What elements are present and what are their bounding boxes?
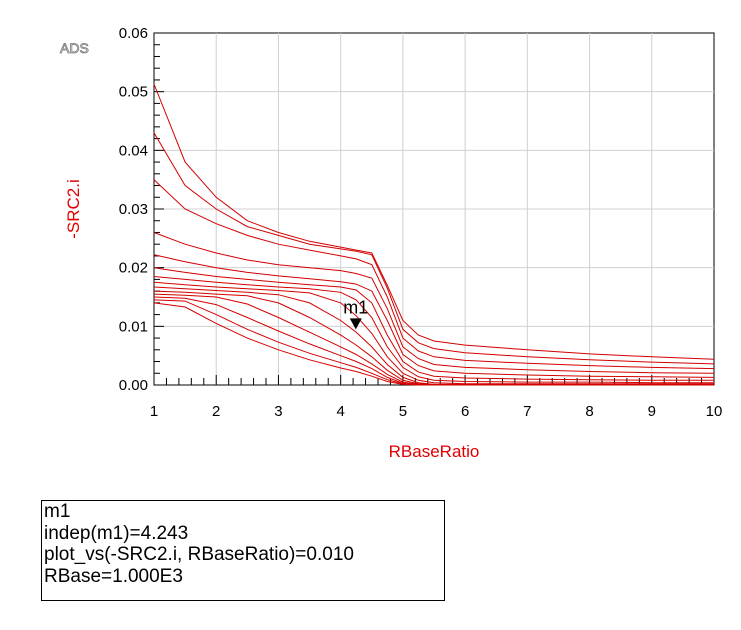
data-series	[153, 83, 715, 386]
marker-triangle-icon[interactable]	[349, 318, 362, 330]
gridlines	[154, 33, 714, 385]
series-line-2	[153, 132, 715, 365]
y-tick-label: 0.03	[119, 201, 148, 218]
series-line-7	[153, 276, 714, 384]
y-tick-label: 0.01	[119, 318, 148, 335]
series-line-14	[153, 302, 714, 386]
y-tick-label: 0.00	[119, 377, 148, 394]
series-line-3	[153, 179, 715, 370]
marker-label: m1	[343, 297, 368, 317]
series-line-4	[153, 232, 715, 374]
marker-readout-indep: indep(m1)=4.243	[44, 522, 189, 544]
marker-readout-name: m1	[44, 501, 71, 522]
series-line-9	[153, 286, 714, 385]
y-tick-label: 0.04	[119, 142, 148, 159]
x-tick-label: 8	[585, 403, 593, 420]
marker-readout-rbase: RBase=1.000E3	[44, 565, 183, 587]
x-tick-label: 3	[274, 403, 282, 420]
marker-readout-box: m1 indep(m1)=4.243 plot_vs(-SRC2.i, RBas…	[41, 500, 445, 601]
series-line-6	[153, 267, 714, 381]
marker-m1[interactable]: m1	[343, 297, 368, 330]
ads-watermark: ADS	[60, 40, 89, 56]
x-tick-labels: 1 2 3 4 5 6 7 8 9 10	[150, 403, 723, 420]
y-tick-label: 0.02	[119, 260, 148, 277]
x-tick-label: 5	[399, 403, 407, 420]
marker-readout-value: plot_vs(-SRC2.i, RBaseRatio)=0.010	[44, 544, 354, 565]
x-tick-label: 7	[523, 403, 531, 420]
x-tick-label: 10	[706, 403, 723, 420]
y-tick-labels: 0.00 0.01 0.02 0.03 0.04 0.05 0.06	[119, 25, 148, 394]
x-tick-label: 2	[212, 403, 220, 420]
x-tick-label: 6	[461, 403, 469, 420]
x-tick-label: 1	[150, 403, 158, 420]
line-chart: ADS 1 2 3 4 5 6 7 8 9 10 0.00 0.01 0.02 0.03 0.04 0.05…	[60, 25, 723, 461]
y-tick-label: 0.06	[119, 25, 148, 42]
x-tick-label: 4	[336, 403, 344, 420]
series-line-5	[153, 254, 715, 378]
series-line-8	[153, 281, 714, 385]
x-axis-title: RBaseRatio	[389, 442, 480, 461]
y-axis-title: -SRC2.i	[64, 179, 83, 239]
series-line-1	[153, 83, 715, 360]
y-tick-label: 0.05	[119, 84, 148, 101]
x-tick-label: 9	[648, 403, 656, 420]
